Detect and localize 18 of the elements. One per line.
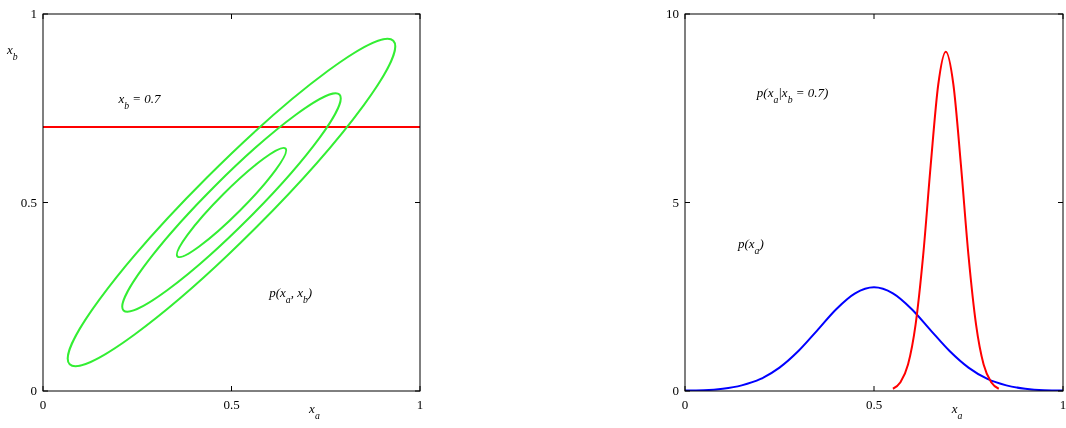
annotation: p(x$_{a}$): [736, 235, 764, 256]
x-tick-label: 0.5: [865, 397, 883, 412]
annotation: p(x$_{a}$, x$_{b}$): [268, 284, 313, 305]
line-series: [891, 50, 1000, 390]
y-tick-label: 1: [30, 6, 37, 21]
ref-line-label: x$_{b}$ = 0.7: [117, 91, 162, 111]
y-tick-label: 0.5: [20, 194, 37, 210]
y-tick-label: 0: [30, 383, 37, 398]
x-axis-title: x$_{a}$: [308, 401, 320, 421]
y-axis-title: x$_{b}$: [6, 42, 18, 62]
y-tick-label: 10: [666, 6, 679, 21]
y-tick-label: 5: [672, 194, 679, 210]
y-tick-label: 0: [672, 383, 679, 398]
x-axis-title: x$_{a}$: [950, 401, 963, 421]
x-tick-label: 1: [1059, 397, 1066, 412]
x-tick-label: 1: [416, 397, 424, 412]
x-tick-label: 0.5: [223, 397, 240, 412]
annotation: p(x$_{a}$|x$_{b}$ = 0.7): [755, 84, 829, 105]
